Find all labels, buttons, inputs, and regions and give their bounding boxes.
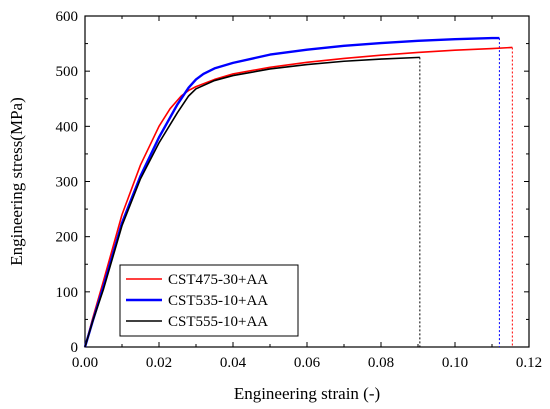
y-tick-label: 200 bbox=[56, 230, 79, 246]
legend-label: CST555-10+AA bbox=[168, 314, 268, 330]
y-axis-label: Engineering stress(MPa) bbox=[7, 97, 26, 266]
x-tick-label: 0.12 bbox=[516, 355, 542, 371]
x-tick-label: 0.00 bbox=[72, 355, 98, 371]
series-lines bbox=[83, 36, 513, 348]
series-line bbox=[84, 46, 513, 348]
y-tick-label: 600 bbox=[56, 9, 79, 25]
fracture-drop-lines bbox=[419, 38, 513, 347]
y-tick-label: 100 bbox=[56, 285, 79, 301]
series-line bbox=[84, 56, 420, 348]
y-tick-label: 300 bbox=[56, 175, 79, 191]
axis-tick-labels: 0.00 0.02 0.04 0.06 0.08 0.10 0.12 0 100 200 300 40… bbox=[56, 9, 543, 371]
y-tick-label: 400 bbox=[56, 119, 79, 135]
series-line bbox=[83, 36, 500, 348]
x-tick-label: 0.06 bbox=[294, 355, 321, 371]
y-tick-label: 500 bbox=[56, 64, 79, 80]
x-axis-label: Engineering strain (-) bbox=[234, 384, 380, 403]
x-tick-label: 0.10 bbox=[442, 355, 468, 371]
legend-label: CST475-30+AA bbox=[168, 272, 268, 288]
axis-ticks bbox=[84, 15, 530, 348]
x-tick-label: 0.02 bbox=[146, 355, 172, 371]
x-tick-label: 0.04 bbox=[220, 355, 247, 371]
legend: CST475-30+AA CST535-10+AA CST555-10+AA bbox=[119, 264, 299, 337]
y-tick-label: 0 bbox=[71, 340, 79, 356]
legend-label: CST535-10+AA bbox=[168, 293, 268, 309]
x-tick-label: 0.08 bbox=[368, 355, 394, 371]
